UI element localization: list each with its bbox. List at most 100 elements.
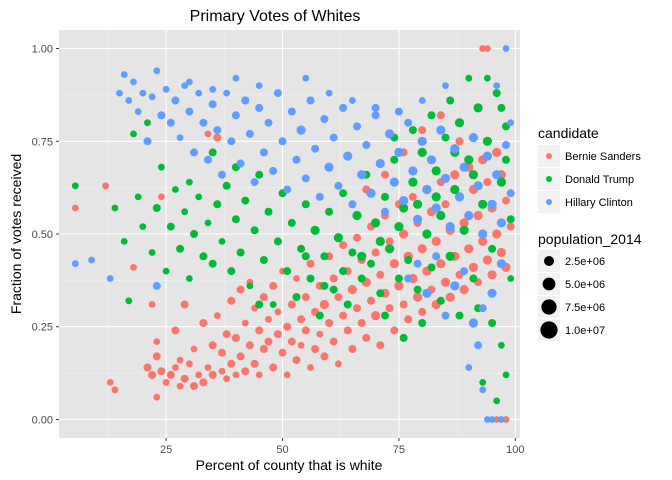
data-point <box>408 192 417 201</box>
data-point <box>152 352 161 361</box>
data-point <box>227 296 236 305</box>
data-point <box>492 170 502 180</box>
legend-size-dot <box>544 256 554 266</box>
data-point <box>171 96 180 105</box>
data-point <box>319 299 329 310</box>
data-point <box>227 359 236 368</box>
data-point <box>445 251 455 261</box>
data-point <box>484 45 491 52</box>
data-point <box>417 147 427 157</box>
data-point <box>431 192 441 202</box>
data-point <box>468 170 478 180</box>
data-point <box>158 163 165 171</box>
data-point <box>468 262 478 272</box>
data-point <box>241 96 250 105</box>
y-tick-label: 0.25 <box>32 322 53 334</box>
data-point <box>181 82 189 89</box>
x-tick-label: 100 <box>506 444 524 456</box>
population-legend-title: population_2014 <box>538 231 642 247</box>
data-point <box>446 96 455 105</box>
data-point <box>371 111 380 120</box>
data-point <box>130 264 137 271</box>
data-point <box>273 237 282 246</box>
data-point <box>241 367 250 376</box>
data-point <box>199 118 208 127</box>
data-point <box>385 237 394 246</box>
data-point <box>399 300 408 309</box>
data-point <box>157 367 166 376</box>
data-point <box>287 337 296 346</box>
data-point <box>153 338 161 345</box>
candidate-legend: candidate Bernie Sanders Donald Trump Hill… <box>538 125 641 213</box>
data-point <box>375 236 385 246</box>
data-point <box>496 177 506 187</box>
legend-label: 5.0e+06 <box>565 279 605 291</box>
data-point <box>311 144 320 153</box>
data-point <box>408 166 418 176</box>
data-point <box>190 148 198 157</box>
y-tick-label: 0.75 <box>32 136 53 148</box>
data-point <box>71 182 79 190</box>
data-point <box>208 148 217 157</box>
data-point <box>236 248 245 257</box>
data-point <box>204 219 212 227</box>
data-point <box>111 204 119 212</box>
data-point <box>176 382 184 390</box>
data-point <box>339 267 348 276</box>
data-point <box>441 133 450 142</box>
data-point <box>231 215 240 224</box>
data-point <box>339 311 348 320</box>
data-point <box>479 386 487 394</box>
data-point <box>478 236 488 246</box>
data-point <box>459 218 469 228</box>
data-point <box>413 292 423 302</box>
data-point <box>343 151 353 161</box>
data-point <box>427 111 436 120</box>
data-point <box>413 199 423 209</box>
data-point <box>376 289 385 298</box>
data-point <box>301 174 310 183</box>
data-point <box>362 141 371 149</box>
data-point <box>488 319 497 327</box>
data-point <box>325 89 333 97</box>
data-point <box>273 330 282 339</box>
data-point <box>176 134 184 142</box>
legend-key-dot <box>546 153 552 159</box>
data-point <box>482 255 492 265</box>
data-point <box>431 166 441 176</box>
data-point <box>283 322 292 331</box>
data-point <box>259 345 268 353</box>
data-point <box>208 100 217 109</box>
data-point <box>413 214 423 224</box>
data-points <box>71 45 515 423</box>
data-point <box>348 200 357 209</box>
data-point <box>487 199 497 209</box>
data-point <box>144 119 151 127</box>
x-tick-label: 25 <box>160 444 172 456</box>
data-point <box>222 181 231 190</box>
data-point <box>376 341 385 350</box>
data-point <box>376 270 385 279</box>
data-point <box>310 225 320 235</box>
data-point <box>204 364 212 371</box>
data-point <box>362 333 371 342</box>
data-point <box>283 371 291 379</box>
legend-label: 1.0e+07 <box>565 325 605 337</box>
data-point <box>232 371 240 379</box>
data-point <box>422 288 432 298</box>
data-point <box>278 348 287 357</box>
data-point <box>483 178 492 187</box>
data-point <box>394 147 404 157</box>
data-point <box>208 341 217 350</box>
data-point <box>190 382 198 391</box>
data-point <box>231 111 240 120</box>
data-point <box>283 185 292 194</box>
data-point <box>190 345 198 353</box>
data-point <box>320 352 329 361</box>
data-point <box>399 229 409 239</box>
data-point <box>367 296 375 305</box>
data-point <box>418 126 427 135</box>
data-point <box>479 379 487 386</box>
data-point <box>218 170 226 179</box>
